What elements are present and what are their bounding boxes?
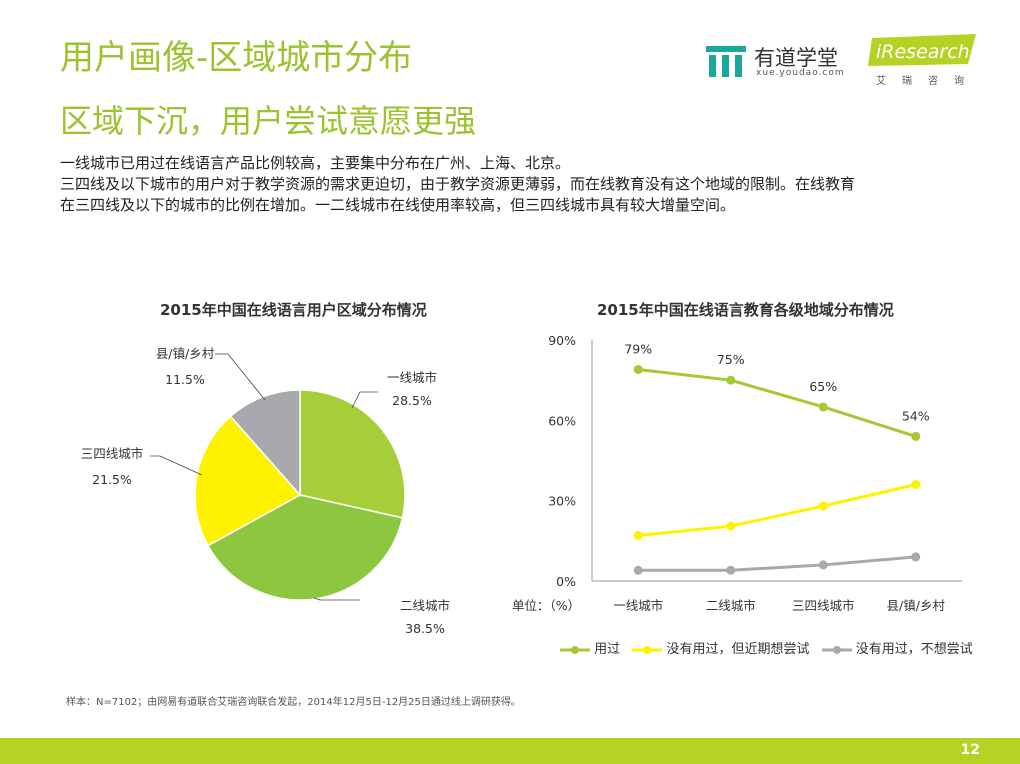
data-label: 65% [809,379,837,394]
description-line: 三四线及以下城市的用户对于教学资源的需求更迫切，由于教学资源更薄弱，而在线教育没… [60,175,856,193]
pie-chart: 一线城市 28.5% 二线城市 38.5% 三四线城市 21.5% 县/镇/乡村 11.5% [81,346,450,636]
pie-leader-line [351,391,378,409]
series-point [911,552,921,562]
legend-label-want-try: 没有用过，但近期想尝试 [666,642,810,657]
youdao-logo-icon [706,46,746,77]
pie-value-label: 21.5% [92,472,132,487]
footnote: 样本：N=7102；由网易有道联合艾瑞咨询联合发起，2014年12月5日-12月… [66,697,521,708]
y-tick-label: 30% [548,494,576,509]
pie-value-label: 11.5% [165,372,205,387]
footer-bar: 12 [0,738,1020,764]
x-tick-label: 县/镇/乡村 [887,598,946,613]
series-point [633,530,643,540]
line-legend: 用过 没有用过，但近期想尝试 没有用过，不想尝试 [560,638,981,657]
pie-slice [299,389,406,519]
pie-category-label: 一线城市 [387,370,437,385]
series-line [638,483,917,537]
data-label: 54% [902,408,930,423]
line-chart: 0% 30% 60% 90% 一线城市 二线城市 三四线城市 县/镇/乡村 单位：（%） 79% 7… [512,333,962,613]
series-point [726,521,736,531]
description: 一线城市已用过在线语言产品比例较高，主要集中分布在广州、上海、北京。 三四线及以… [60,153,980,216]
legend-item-not-try: 没有用过，不想尝试 [821,638,973,657]
data-label: 75% [717,352,745,367]
page-subtitle: 区域下沉，用户尝试意愿更强 [60,102,477,140]
data-label: 79% [624,341,652,356]
series-point [633,565,643,575]
pie-category-label: 县/镇/乡村 [156,346,215,361]
legend-marker-not-try [821,645,852,654]
description-line: 一线城市已用过在线语言产品比例较高，主要集中分布在广州、上海、北京。 [60,154,571,172]
line-chart-title: 2015年中国在线语言教育各级地域分布情况 [597,301,894,319]
pie-value-label: 38.5% [405,621,445,636]
x-tick-label: 二线城市 [706,598,756,613]
iresearch-logo-shape: iResearch [868,34,976,66]
legend-marker-want-try [632,645,663,654]
pie-slice [206,494,404,601]
description-line: 在三四线及以下的城市的比例在增加。一二线城市在线使用率较高，但三四线城市具有较大… [60,196,736,214]
iresearch-logo: iResearch 艾瑞咨询 [868,34,980,87]
x-tick-label: 一线城市 [613,598,663,613]
iresearch-sub: 艾瑞咨询 [876,76,980,87]
series-point [911,480,921,490]
legend-label-not-try: 没有用过，不想尝试 [855,642,973,657]
pie-leader-line [313,597,360,601]
youdao-name: 有道学堂 [754,46,838,70]
youdao-url: xue.youdao.com [756,68,845,78]
x-tick-label: 三四线城市 [792,598,855,613]
page-number: 12 [960,742,980,758]
series-point [818,560,828,570]
series-point [633,364,643,374]
legend-item-want-try: 没有用过，但近期想尝试 [632,638,809,657]
page-title: 用户画像-区域城市分布 [60,38,413,78]
pie-category-label: 三四线城市 [81,446,144,461]
pie-chart-title: 2015年中国在线语言用户区域分布情况 [160,301,427,319]
series-point [818,402,828,412]
series-line [638,555,916,572]
pie-value-label: 28.5% [392,393,432,408]
y-tick-label: 90% [548,333,576,348]
y-tick-label: 0% [556,574,576,589]
pie-category-label: 二线城市 [400,598,450,613]
series-point [726,565,736,575]
legend-item-used: 用过 [560,638,620,657]
unit-label: 单位：（%） [512,598,580,613]
series-point [726,375,736,385]
pie-slice [194,415,302,547]
series-line [638,367,917,438]
legend-marker-used [560,645,590,654]
iresearch-name: iResearch [876,41,970,63]
series-point [911,431,921,441]
legend-label-used: 用过 [594,642,621,657]
series-point [818,501,828,511]
y-tick-label: 60% [548,413,576,428]
pie-leader-line [215,353,266,401]
pie-leader-line [150,455,203,476]
youdao-logo: 有道学堂 xue.youdao.com [706,42,856,82]
